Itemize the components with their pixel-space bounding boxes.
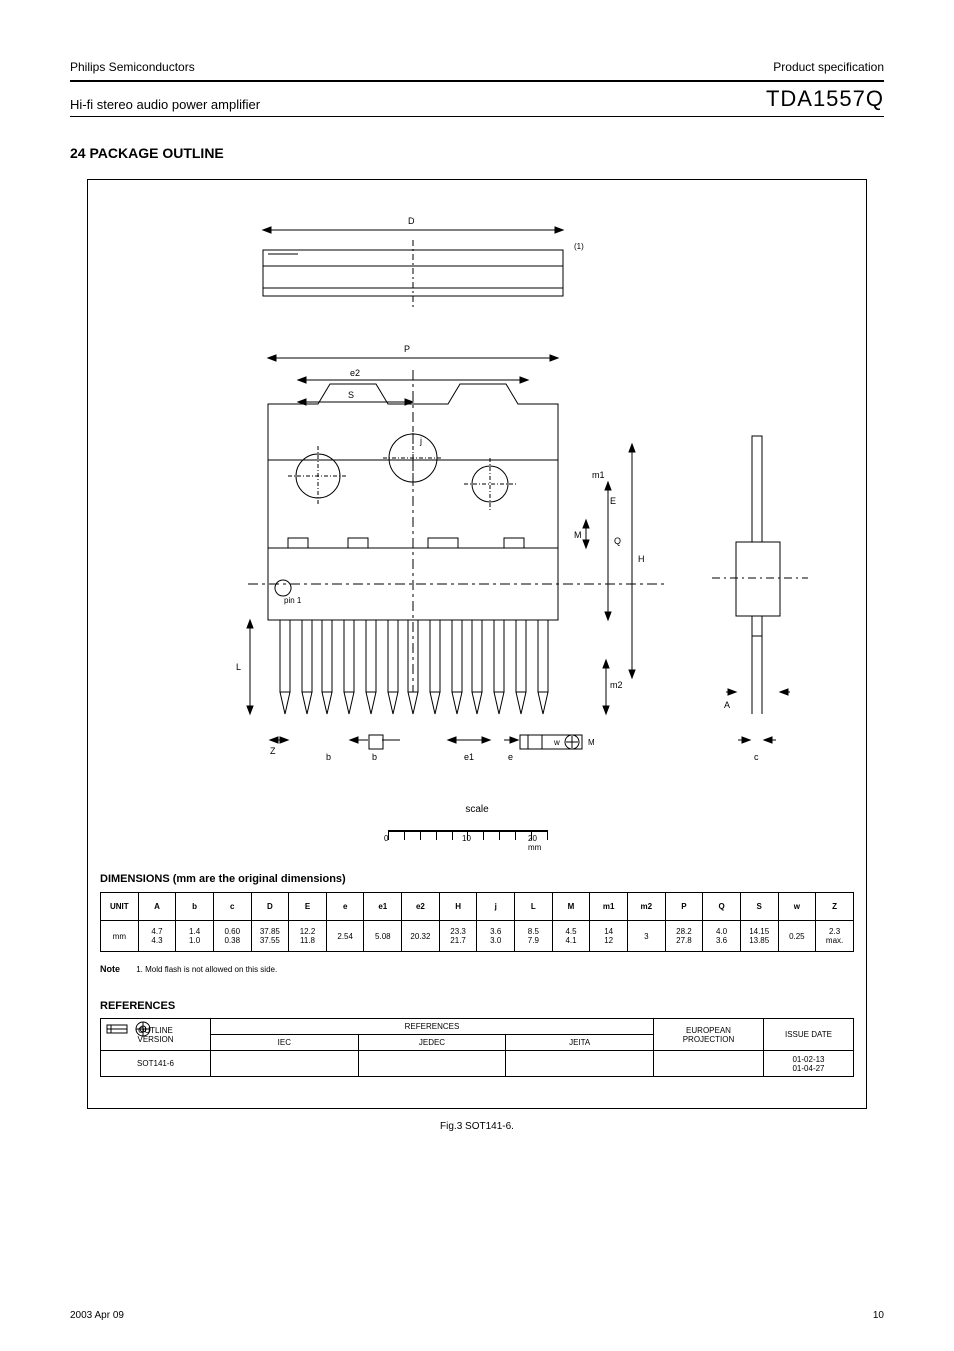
dim-M-label: M: [574, 530, 582, 540]
ref-package: SOT141-6: [101, 1051, 211, 1077]
ref-euro-symbol: [654, 1051, 764, 1077]
brand-right: Product specification: [773, 60, 884, 74]
dim-S-label: S: [348, 390, 354, 400]
ref-jeita-header: JEITA: [506, 1035, 654, 1051]
package-outline-figure: D L M (1) m1 P e2 S j Q H E Z m2 b b e1 …: [87, 179, 867, 1109]
ref-iec-header: IEC: [211, 1035, 359, 1051]
dim-w-label: w: [554, 738, 560, 747]
note-1-label: (1): [574, 242, 584, 251]
dim-H-label: H: [638, 554, 645, 564]
dim-L-label: L: [236, 662, 241, 672]
dim-A-label: A: [724, 700, 730, 710]
dim-e1-label: e1: [464, 752, 474, 762]
footer-page: 10: [873, 1310, 884, 1321]
header-rule-top: [70, 80, 884, 82]
ref-euro-header: EUROPEAN PROJECTION: [654, 1019, 764, 1051]
dim-c-label: c: [754, 752, 759, 762]
dim-j-label: j: [420, 436, 422, 446]
dim-b-box: b: [372, 752, 377, 762]
dimensions-heading: DIMENSIONS (mm are the original dimensio…: [100, 873, 346, 885]
scale-mid: 10: [462, 834, 471, 843]
ref-iec-val: [211, 1051, 359, 1077]
scale-end: 20 mm: [528, 834, 548, 852]
dim-D-label: D: [408, 216, 415, 226]
ref-sub-header: REFERENCES: [211, 1019, 654, 1035]
scale-ruler: 0 10 20 mm: [388, 820, 548, 840]
note-label: Note: [100, 964, 120, 974]
note-row: Note 1. Mold flash is not allowed on thi…: [100, 964, 854, 974]
part-number: TDA1557Q: [766, 86, 884, 112]
pin1-label: pin 1: [284, 596, 301, 605]
dim-e2-label: e2: [350, 368, 360, 378]
dim-e-label: e: [508, 752, 513, 762]
dimensions-table: UNITAbcDEee1e2HjLMm1m2PQSwZ mm4.7 4.31.4…: [100, 892, 854, 952]
dim-P-label: P: [404, 344, 410, 354]
ref-jeita-val: [506, 1051, 654, 1077]
dim-Q-label: Q: [614, 536, 621, 546]
product-title: Hi-fi stereo audio power amplifier: [70, 97, 260, 112]
brand-left: Philips Semiconductors: [70, 60, 195, 74]
dim-E-label: E: [610, 496, 616, 506]
dim-b-label: b: [326, 752, 331, 762]
header-rule-bottom: [70, 116, 884, 117]
scale-label: scale: [88, 804, 866, 815]
ref-jedec-header: JEDEC: [358, 1035, 506, 1051]
dim-m2-label: m2: [610, 680, 623, 690]
note-text: 1. Mold flash is not allowed on this sid…: [136, 965, 277, 974]
dim-w-label-M: M: [588, 738, 595, 747]
ref-issue-val: 01-02-13 01-04-27: [764, 1051, 854, 1077]
section-title: 24 PACKAGE OUTLINE: [70, 145, 884, 161]
references-heading: REFERENCES: [100, 1000, 175, 1012]
references-table: OUTLINE VERSION REFERENCES EUROPEAN PROJ…: [100, 1018, 854, 1077]
dim-Z-label: Z: [270, 746, 276, 756]
ref-issue-header: ISSUE DATE: [764, 1019, 854, 1051]
figure-caption: Fig.3 SOT141-6.: [70, 1121, 884, 1132]
dim-m1-label: m1: [592, 470, 605, 480]
scale-start: 0: [384, 834, 388, 843]
ref-jedec-val: [358, 1051, 506, 1077]
footer-date: 2003 Apr 09: [70, 1310, 124, 1321]
